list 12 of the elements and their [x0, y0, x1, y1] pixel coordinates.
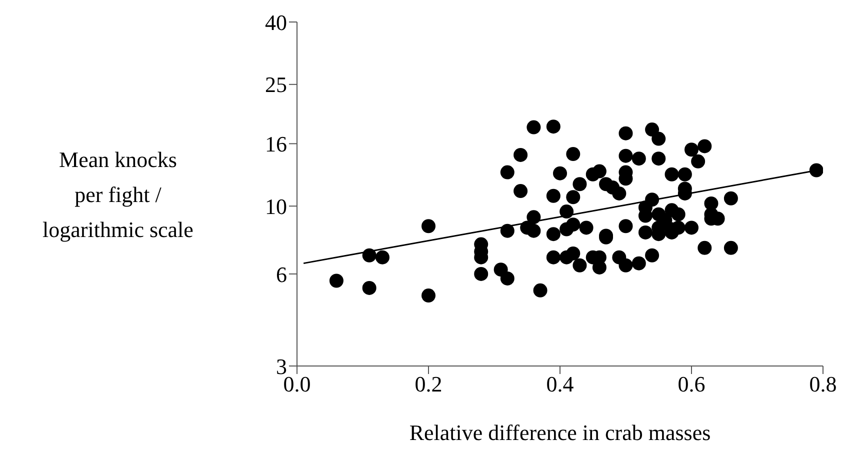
x-tick-label: 0.8 [809, 372, 837, 397]
y-tick-label: 10 [265, 194, 287, 219]
y-tick-label: 3 [276, 354, 287, 379]
x-tick-label: 0.2 [414, 372, 442, 397]
y-tick-label: 16 [265, 132, 287, 156]
y-tick-label: 6 [276, 262, 287, 287]
x-axis-title: Relative difference in crab masses [408, 420, 712, 446]
y-axis-title: Mean knocks per fight / logarithmic scale [42, 146, 194, 244]
x-tick-label: 0.4 [546, 372, 574, 397]
y-tick-label: 40 [265, 10, 287, 35]
y-tick-label: 25 [265, 72, 287, 98]
x-tick-label: 0.6 [678, 372, 706, 397]
